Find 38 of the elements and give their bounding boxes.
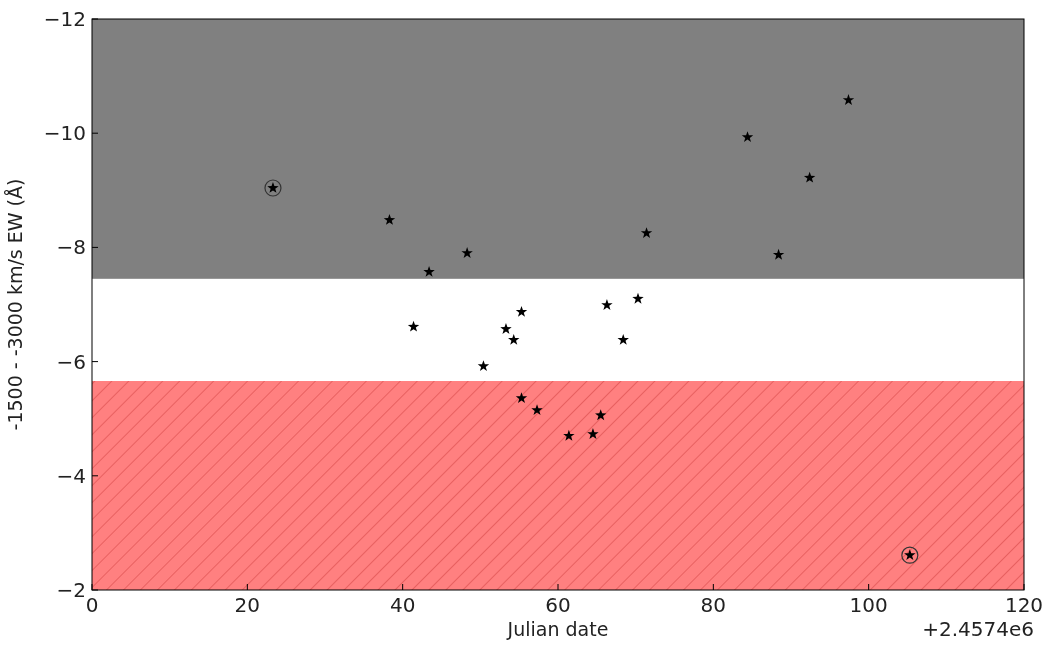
x-tick-label: 0 — [85, 593, 99, 617]
point — [587, 428, 599, 439]
x-tick-label: 60 — [545, 593, 571, 617]
point — [617, 333, 629, 345]
point — [477, 360, 490, 372]
y-tick-label: −8 — [56, 235, 86, 260]
point — [803, 171, 816, 183]
point — [423, 265, 435, 277]
point — [500, 323, 512, 334]
point — [264, 179, 282, 197]
point — [461, 247, 473, 258]
y-tick-label: −2 — [56, 578, 86, 602]
x-tick-label: 20 — [234, 593, 261, 617]
y-tick-label: −10 — [43, 121, 86, 146]
point — [508, 333, 520, 345]
point — [741, 131, 754, 143]
y-tick-label: −12 — [43, 7, 86, 31]
text: +2.4574e6 — [922, 617, 1034, 641]
point — [772, 248, 785, 260]
x-tick-label: 120 — [1004, 593, 1044, 617]
point — [531, 404, 543, 415]
y-tick-label: −6 — [56, 349, 86, 374]
point — [640, 227, 653, 238]
y-tick-label: −4 — [56, 463, 86, 488]
point — [515, 305, 528, 317]
point — [515, 392, 528, 403]
point — [632, 292, 644, 304]
x-tick-label: 40 — [389, 593, 416, 617]
point — [407, 320, 420, 332]
point — [595, 409, 607, 421]
x-tick-label: 100 — [849, 593, 888, 617]
point — [563, 429, 575, 441]
point — [383, 213, 396, 225]
point — [601, 299, 613, 310]
point — [842, 94, 855, 105]
x-axis-title: Julian date — [506, 618, 609, 640]
x-tick-label: 80 — [700, 593, 727, 617]
y-axis-title: -1500 - -3000 km/s EW (Å) — [4, 178, 26, 431]
